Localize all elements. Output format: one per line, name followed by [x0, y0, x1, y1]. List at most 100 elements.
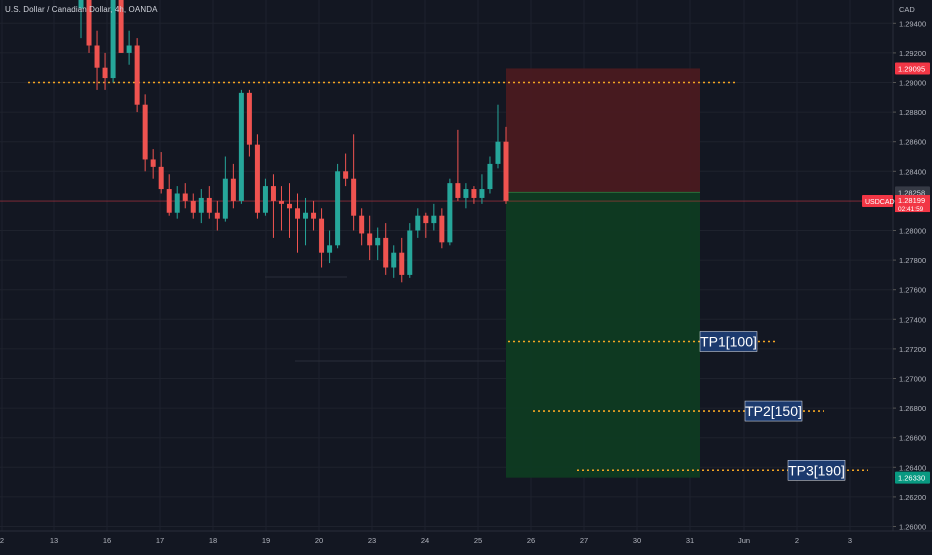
tp3-label: TP3[190] [788, 462, 845, 478]
candle [278, 186, 284, 231]
candle [166, 174, 172, 216]
marker-current-price: 1.28199 [898, 196, 925, 205]
candle-body [471, 189, 477, 198]
candle [423, 212, 429, 238]
candle-body [335, 171, 341, 246]
candle-body [174, 193, 180, 213]
candle-body [190, 200, 196, 213]
candle-body [311, 212, 317, 219]
tp2-label-box [744, 400, 803, 422]
stop-loss-zone [506, 68, 700, 193]
price-tick-label: 1.28800 [899, 108, 926, 117]
candle [375, 227, 381, 261]
tp3-label-box [787, 460, 846, 481]
candle-body [447, 183, 453, 243]
price-tick-label: 1.26400 [899, 463, 926, 472]
candle [110, 0, 116, 83]
candle-body [423, 215, 429, 224]
candle-body [230, 178, 236, 201]
candle-body [198, 197, 204, 213]
time-tick-label: 25 [474, 536, 482, 545]
candle-body [367, 233, 373, 246]
candle [206, 186, 212, 219]
candle-body [150, 159, 156, 167]
time-tick-label: 23 [368, 536, 376, 545]
candle [238, 89, 244, 204]
candle-body [407, 230, 413, 275]
candle [311, 200, 317, 231]
price-tick-label: 1.28000 [899, 227, 926, 236]
candle [270, 174, 276, 238]
marker-current-countdown: 02:41:59 [898, 206, 924, 213]
time-tick-label: 31 [686, 536, 694, 545]
time-tick-label: 20 [315, 536, 323, 545]
candle [359, 208, 365, 246]
take-profit-zone [506, 192, 700, 478]
candle-body [254, 144, 260, 213]
candle [439, 208, 445, 249]
candle [319, 208, 325, 268]
price-tick-label: 1.28600 [899, 138, 926, 147]
candle-body [351, 178, 357, 216]
candle-body [278, 200, 284, 204]
time-tick-label: 27 [580, 536, 588, 545]
price-tick-label: 1.26800 [899, 404, 926, 413]
candle [222, 156, 228, 222]
time-tick-label: 26 [527, 536, 535, 545]
candle [479, 174, 485, 204]
candle-body [126, 45, 132, 53]
time-tick-label: 2 [0, 536, 4, 545]
marker-current-bg [895, 195, 930, 213]
candle [102, 52, 108, 90]
candle-body [503, 141, 509, 201]
candle [126, 30, 132, 65]
price-tick-label: 1.26000 [899, 523, 926, 532]
candle [327, 230, 333, 264]
time-tick-label: 24 [421, 536, 429, 545]
candle [367, 215, 373, 261]
candle-body [86, 0, 92, 46]
candle-body [286, 203, 292, 209]
time-tick-label: 16 [103, 536, 111, 545]
candle [198, 189, 204, 224]
candle-body [295, 208, 301, 219]
candle-body [238, 92, 244, 201]
candle-body [495, 141, 501, 164]
candle-body [206, 197, 212, 213]
candle [295, 193, 301, 253]
candle-body [327, 245, 333, 253]
candle-body [102, 67, 108, 79]
candle-body [487, 163, 493, 190]
candle-body [158, 166, 164, 190]
price-tick-label: 1.29000 [899, 79, 926, 88]
time-tick-label: 18 [209, 536, 217, 545]
candle [150, 149, 156, 179]
price-tick-label: 1.27400 [899, 315, 926, 324]
candle [118, 0, 124, 53]
candle [134, 38, 140, 113]
price-tick-label: 1.28400 [899, 167, 926, 176]
price-tick-label: 1.29200 [899, 49, 926, 58]
candle-body [319, 218, 325, 253]
candle [262, 178, 268, 216]
candle [399, 237, 405, 283]
candle [158, 152, 164, 194]
candle-body [399, 252, 405, 275]
candle [447, 178, 453, 246]
candle [471, 186, 477, 204]
time-axis-bg [0, 531, 932, 550]
candle [503, 126, 509, 204]
candle [335, 163, 341, 249]
marker-target-text: 1.26330 [898, 474, 925, 483]
candle [303, 197, 309, 246]
candle [142, 94, 148, 172]
candle-body [78, 0, 84, 9]
candle-body [439, 215, 445, 243]
candle [174, 186, 180, 219]
candle [343, 153, 349, 187]
candle-body [391, 252, 397, 268]
candle [407, 223, 413, 278]
candle [78, 0, 84, 39]
